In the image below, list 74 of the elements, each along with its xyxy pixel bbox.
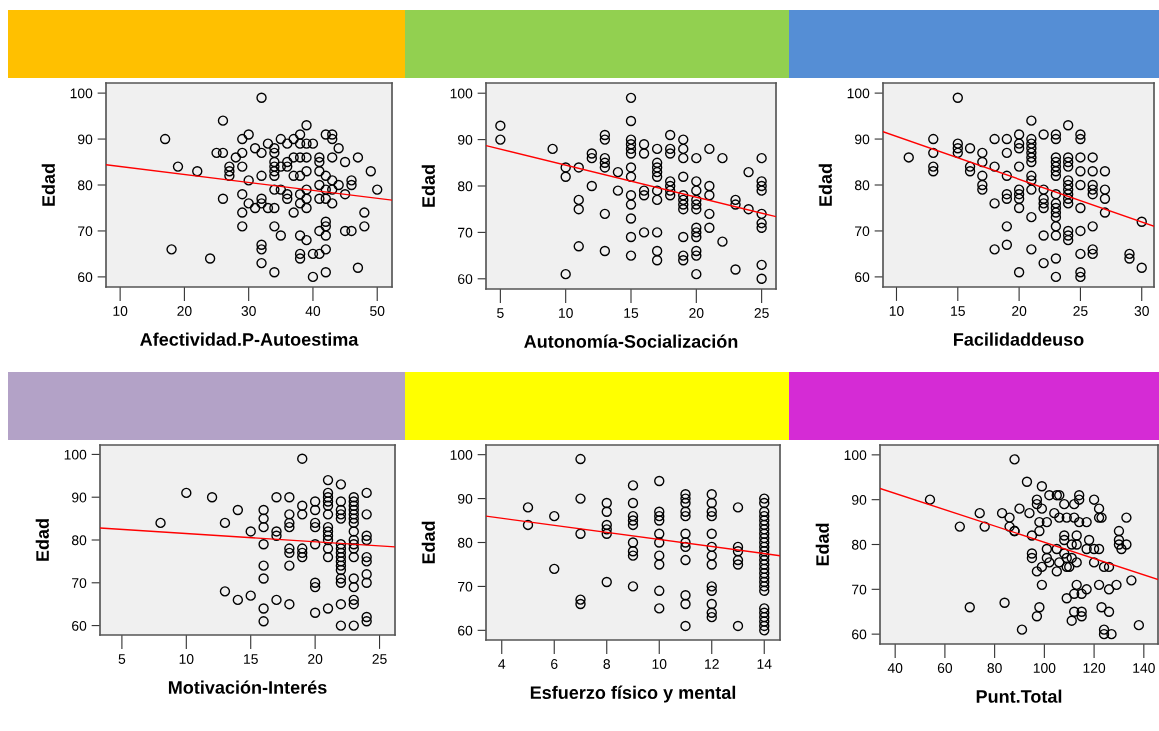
x-axis-title: Autonomía-Socialización xyxy=(524,334,738,348)
x-tick-label: 10 xyxy=(113,306,128,316)
y-tick-label: 60 xyxy=(852,629,867,640)
x-tick-label: 40 xyxy=(887,663,903,673)
x-tick-label: 4 xyxy=(498,659,506,669)
x-tick-label: 30 xyxy=(1134,306,1149,316)
x-tick-label: 140 xyxy=(1133,663,1155,673)
y-axis-title: Edad xyxy=(421,521,435,564)
y-tick-label: 60 xyxy=(78,272,93,283)
x-tick-label: 10 xyxy=(652,659,667,669)
y-axis-title: Edad xyxy=(35,519,49,561)
y-tick-label: 90 xyxy=(78,134,93,145)
y-tick-label: 80 xyxy=(851,539,867,550)
x-axis-title: Motivación-Interés xyxy=(168,680,327,694)
x-tick-label: 15 xyxy=(244,654,258,664)
x-tick-label: 5 xyxy=(497,308,504,318)
x-tick-label: 30 xyxy=(241,306,256,316)
y-tick-label: 90 xyxy=(852,495,867,505)
y-tick-label: 80 xyxy=(457,537,473,548)
y-tick-label: 80 xyxy=(71,535,87,546)
x-tick-label: 5 xyxy=(118,654,126,664)
y-tick-label: 80 xyxy=(457,181,473,192)
x-axis-title: Punt.Total xyxy=(976,689,1062,703)
x-tick-label: 14 xyxy=(757,659,772,669)
x-tick-label: 60 xyxy=(937,663,953,673)
y-tick-label: 60 xyxy=(855,272,870,283)
y-axis-title: Edad xyxy=(818,164,832,206)
y-tick-label: 100 xyxy=(64,449,87,460)
y-tick-label: 90 xyxy=(72,492,87,503)
y-tick-label: 70 xyxy=(72,578,87,588)
y-tick-label: 70 xyxy=(458,227,473,238)
y-tick-label: 90 xyxy=(458,134,473,145)
y-axis-title: Edad xyxy=(421,165,435,207)
y-tick-label: 60 xyxy=(72,620,87,631)
x-tick-label: 15 xyxy=(624,308,639,318)
x-tick-label: 20 xyxy=(689,308,704,318)
x-tick-label: 10 xyxy=(889,306,904,316)
x-tick-label: 25 xyxy=(1073,306,1088,316)
y-tick-label: 80 xyxy=(854,180,870,191)
x-tick-label: 100 xyxy=(1033,663,1056,673)
x-tick-label: 20 xyxy=(1012,306,1027,316)
x-tick-label: 10 xyxy=(179,654,194,664)
x-tick-label: 25 xyxy=(754,308,769,318)
y-tick-label: 70 xyxy=(855,226,870,237)
x-axis-title: Afectividad.P-Autoestima xyxy=(140,332,359,346)
y-tick-label: 70 xyxy=(78,226,93,237)
x-tick-label: 40 xyxy=(305,306,321,316)
x-axis-title: Esfuerzo físico y mental xyxy=(530,685,736,703)
x-tick-label: 50 xyxy=(370,306,385,316)
y-tick-label: 80 xyxy=(77,180,93,191)
x-tick-label: 25 xyxy=(372,654,387,664)
x-tick-label: 80 xyxy=(987,663,1002,673)
y-axis-title: Edad xyxy=(815,523,829,566)
y-tick-label: 100 xyxy=(844,450,867,461)
x-tick-label: 10 xyxy=(559,308,573,318)
y-tick-label: 70 xyxy=(458,581,473,592)
x-tick-label: 20 xyxy=(308,654,323,664)
x-axis-title: Facilidaddeuso xyxy=(954,332,1084,346)
x-tick-label: 20 xyxy=(177,306,192,316)
x-tick-label: 8 xyxy=(603,659,611,669)
x-tick-label: 120 xyxy=(1083,663,1106,673)
x-tick-label: 6 xyxy=(551,659,558,669)
y-axis-title: Edad xyxy=(41,164,55,206)
y-tick-label: 70 xyxy=(852,584,867,595)
y-tick-label: 100 xyxy=(70,88,93,99)
x-tick-label: 12 xyxy=(705,659,719,669)
y-tick-label: 100 xyxy=(847,88,870,99)
y-tick-label: 60 xyxy=(458,274,473,284)
y-tick-label: 90 xyxy=(458,493,473,504)
y-tick-label: 60 xyxy=(458,625,473,636)
y-tick-label: 100 xyxy=(450,88,473,99)
y-tick-label: 90 xyxy=(855,134,870,145)
x-tick-label: 15 xyxy=(951,306,965,316)
y-tick-label: 100 xyxy=(450,450,473,460)
